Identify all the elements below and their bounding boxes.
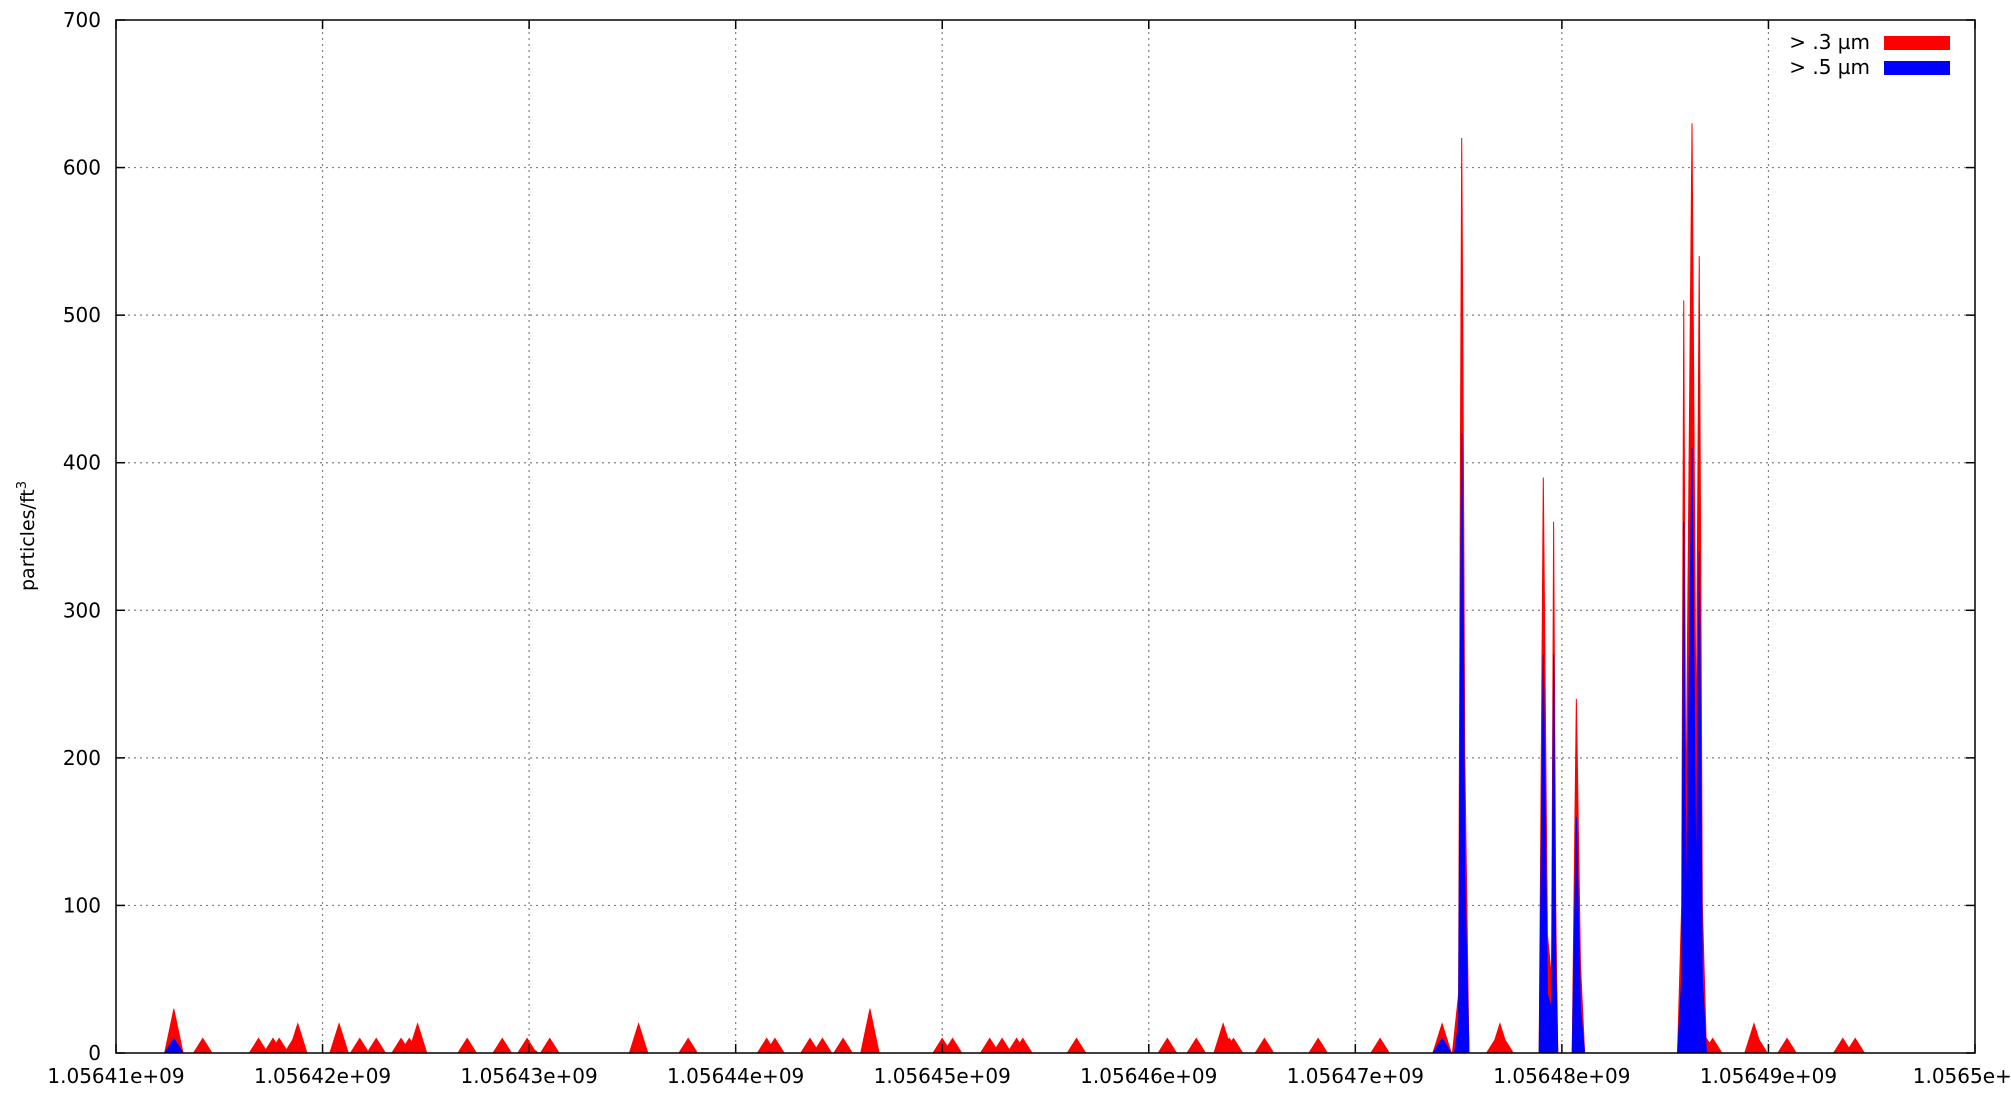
legend-swatch: [1884, 36, 1950, 50]
axis-ticks: [115, 19, 1976, 1054]
data-spike: [1157, 1037, 1178, 1054]
data-spike: [492, 1037, 513, 1054]
y-tick-label: 200: [63, 746, 101, 770]
grid-lines: [116, 20, 1975, 1053]
x-tick-label: 1.05643e+09: [461, 1064, 598, 1088]
x-tick-label: 1.05641e+09: [47, 1064, 184, 1088]
data-spike: [1370, 1037, 1391, 1054]
data-spike: [1066, 1037, 1087, 1054]
data-spike: [539, 1037, 560, 1054]
series-areas: [163, 123, 1866, 1054]
data-spike: [860, 1008, 880, 1054]
legend-label: > .5 µm: [1789, 55, 1870, 79]
legend: > .3 µm> .5 µm: [1789, 30, 1950, 79]
series-gt-0-3um: [164, 123, 1866, 1054]
y-tick-label: 400: [63, 451, 101, 475]
legend-swatch: [1884, 61, 1950, 75]
data-spike: [457, 1037, 478, 1054]
y-tick-label: 500: [63, 303, 101, 327]
x-tick-label: 1.05648e+09: [1493, 1064, 1630, 1088]
data-spike: [366, 1037, 387, 1054]
data-spike: [1777, 1037, 1798, 1054]
data-spike: [287, 1022, 308, 1054]
y-tick-labels: 0 100 200 300 400 500 600 700: [63, 8, 101, 1065]
y-tick-label: 100: [63, 893, 101, 917]
data-burst: [1677, 447, 1708, 1054]
data-spike: [1845, 1037, 1866, 1054]
data-spike: [407, 1022, 428, 1054]
data-spike: [1308, 1037, 1329, 1054]
legend-label: > .3 µm: [1789, 30, 1870, 54]
x-tick-label: 1.05649e+09: [1700, 1064, 1837, 1088]
data-spike: [329, 1022, 349, 1054]
plot-frame: [115, 19, 1976, 1054]
data-spike: [678, 1037, 699, 1054]
data-burst: [1538, 654, 1559, 1054]
y-tick-label: 0: [88, 1041, 101, 1065]
data-spike: [192, 1037, 213, 1054]
y-axis-label: particles/ft3: [15, 481, 39, 591]
x-tick-label: 1.0565e+09: [1913, 1064, 2011, 1088]
data-burst: [1453, 433, 1470, 1054]
data-spike: [628, 1022, 649, 1054]
data-spike: [349, 1037, 370, 1054]
x-tick-labels: 1.05641e+09 1.05642e+09 1.05643e+09 1.05644…: [47, 1064, 2011, 1088]
x-tick-label: 1.05644e+09: [667, 1064, 804, 1088]
x-tick-label: 1.05642e+09: [254, 1064, 391, 1088]
data-spike: [833, 1037, 854, 1054]
data-spike: [1254, 1037, 1275, 1054]
y-tick-label: 300: [63, 598, 101, 622]
y-tick-label: 700: [63, 8, 101, 32]
series-gt-0-5um: [163, 433, 1708, 1054]
y-tick-label: 600: [63, 156, 101, 180]
x-tick-label: 1.05647e+09: [1287, 1064, 1424, 1088]
data-spike: [812, 1037, 833, 1054]
x-tick-label: 1.05646e+09: [1080, 1064, 1217, 1088]
x-tick-label: 1.05645e+09: [874, 1064, 1011, 1088]
data-spike: [1186, 1037, 1207, 1054]
